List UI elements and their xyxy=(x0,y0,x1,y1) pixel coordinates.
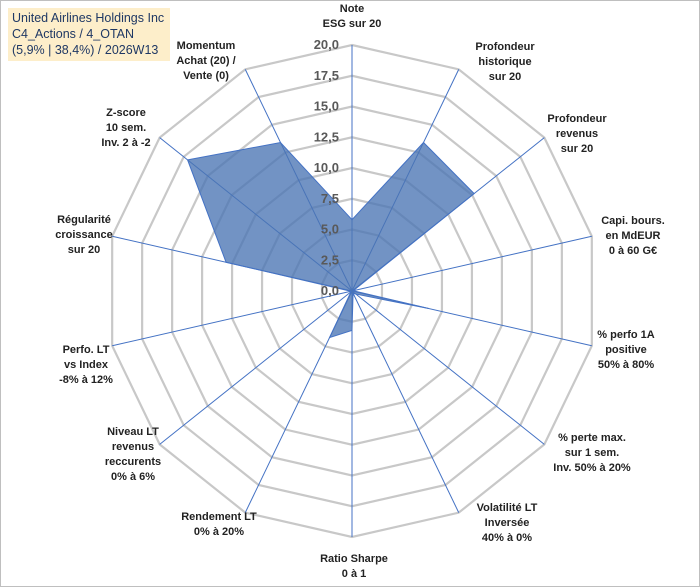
data-point xyxy=(186,159,188,161)
category-label: Z-score 10 sem. Inv. 2 à -2 xyxy=(101,107,150,149)
data-point xyxy=(422,141,424,143)
category-label: Ratio Sharpe 0 à 1 xyxy=(320,553,388,580)
axis-spoke xyxy=(112,290,353,347)
radar-series-layer xyxy=(186,141,475,339)
chart-title-line-1: United Airlines Holdings Inc xyxy=(12,11,165,25)
data-point xyxy=(350,290,352,292)
data-point xyxy=(328,336,330,338)
category-label: Profondeur historique sur 20 xyxy=(475,41,535,83)
data-point xyxy=(351,329,353,331)
chart-title-line-2: C4_Actions / 4_OTAN xyxy=(12,27,135,41)
category-label: Momentum Achat (20) / Vente (0) xyxy=(176,40,235,82)
data-point xyxy=(352,292,354,294)
category-label: % perte max. sur 1 sem. Inv. 50% à 20% xyxy=(553,432,631,474)
category-label: Volatilité LT Inversée 40% à 0% xyxy=(477,502,538,544)
data-point xyxy=(351,218,353,220)
data-point xyxy=(279,141,281,143)
category-label: Capi. bours. en MdEUR 0 à 60 G€ xyxy=(601,215,665,257)
radial-tick-label: 0,0 xyxy=(321,283,339,298)
radial-axis-labels: 0,0 2,5 5,0 7,5 10,0 12,5 15,0 17,5 20,0 xyxy=(314,37,339,298)
data-point xyxy=(225,261,227,263)
category-label: Note ESG sur 20 xyxy=(323,3,382,30)
category-labels: Note ESG sur 20 Profondeur historique sur 20… xyxy=(55,3,665,580)
data-point xyxy=(352,290,354,292)
data-point xyxy=(428,307,430,309)
radial-tick-label: 2,5 xyxy=(321,252,339,267)
category-label: Niveau LT revenus reccurents 0% à 6% xyxy=(105,426,161,483)
category-label: Régularité croissance sur 20 xyxy=(55,214,112,256)
radial-tick-label: 17,5 xyxy=(314,68,339,83)
axis-spoke xyxy=(351,290,545,445)
data-point xyxy=(473,192,475,194)
data-point xyxy=(355,293,357,295)
axis-spoke xyxy=(159,290,353,445)
category-label: Perfo. LT vs Index -8% à 12% xyxy=(59,344,113,386)
chart-title-line-3: (5,9% | 38,4%) / 2026W13 xyxy=(12,43,159,57)
radial-tick-label: 5,0 xyxy=(321,222,339,237)
axis-spoke xyxy=(351,235,592,292)
chart-title-box: United Airlines Holdings Inc C4_Actions … xyxy=(8,8,171,61)
radial-tick-label: 12,5 xyxy=(314,129,339,144)
category-label: Profondeur revenus sur 20 xyxy=(547,113,607,155)
category-label: % perfo 1A positive 50% à 80% xyxy=(597,329,655,371)
axis-spoke xyxy=(351,290,460,513)
radial-tick-label: 7,5 xyxy=(321,191,339,206)
series-area xyxy=(186,141,475,339)
category-label: Rendement LT 0% à 20% xyxy=(181,511,257,538)
radial-tick-label: 15,0 xyxy=(314,99,339,114)
radial-tick-label: 20,0 xyxy=(314,37,339,52)
radial-tick-label: 10,0 xyxy=(314,160,339,175)
